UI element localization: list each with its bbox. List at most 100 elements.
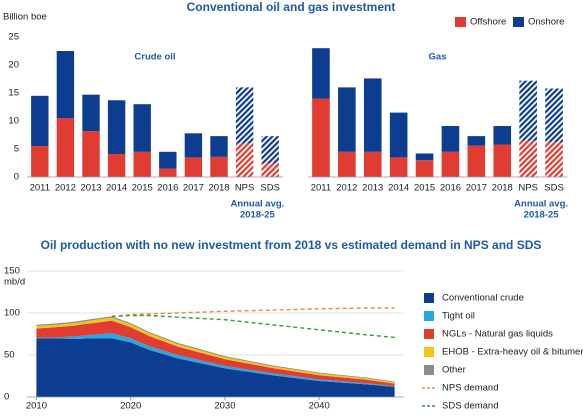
bar-segment [338, 151, 356, 177]
x-tick-label: 2015 [132, 183, 153, 194]
bar-segment [493, 126, 512, 145]
y-tick-label: 50 [4, 350, 15, 361]
bar-segment [441, 151, 460, 177]
x-tick-label: 2017 [466, 183, 487, 194]
bar-segment [389, 157, 408, 177]
x-tick-label: 2016 [157, 183, 178, 194]
y-tick-label: 0 [14, 172, 19, 183]
bar-segment [56, 51, 75, 119]
panel-title: Crude oil [134, 52, 175, 63]
x-tick-label: 2012 [336, 183, 357, 194]
bar-segment [56, 118, 75, 177]
y-tick-label: 100 [4, 308, 20, 319]
x-tick-label: 2018 [492, 183, 513, 194]
legend-swatch [455, 17, 466, 27]
bar-segment [389, 112, 408, 158]
x-tick-label: 2016 [440, 183, 461, 194]
bar-segment [519, 80, 537, 141]
legend-label: Other [442, 365, 466, 376]
legend-swatch [424, 347, 434, 357]
x-tick-label: SDS [260, 183, 280, 194]
x-tick-label: 2011 [30, 183, 50, 194]
legend-label: Tight oil [442, 311, 475, 322]
bar-segment [261, 136, 279, 163]
y-tick-label: 25 [8, 32, 19, 43]
legend-label: NPS demand [442, 383, 499, 394]
bar-segment [82, 131, 100, 177]
x-tick-label: 2014 [106, 183, 127, 194]
y-tick-label: 10 [8, 116, 19, 127]
y-tick-label: 150 [4, 266, 20, 277]
bar-segment [312, 98, 330, 177]
y-tick-label: 5 [14, 144, 19, 155]
legend-swatch [424, 329, 434, 339]
chart-title: Oil production with no new investment fr… [41, 238, 542, 252]
x-tick-label: 2013 [80, 183, 101, 194]
legend-swatch [424, 293, 434, 303]
bar-segment [31, 95, 49, 147]
x-tick-label: 2012 [55, 183, 76, 194]
demand-line [111, 307, 395, 318]
bar-segment [184, 157, 203, 177]
bar-segment [519, 140, 537, 177]
y-axis-label: mb/d [4, 277, 25, 288]
area [36, 320, 395, 387]
legend-swatch [424, 365, 434, 375]
legend-label: Onshore [528, 17, 564, 28]
bar-segment [159, 151, 177, 169]
x-tick-label: 2011 [311, 183, 331, 194]
y-tick-label: 0 [4, 392, 9, 403]
x-tick-label: NPS [235, 183, 255, 194]
bar-segment [493, 144, 512, 177]
bar-segment [467, 136, 486, 146]
bar-segment [415, 160, 434, 177]
y-tick-label: 15 [8, 88, 19, 99]
legend-label: EHOB - Extra-heavy oil & bitumen [442, 347, 583, 358]
x-tick-label: SDS [544, 183, 564, 194]
bar-segment [133, 104, 151, 152]
y-axis-label: Billion boe [3, 12, 47, 23]
bar-segment [31, 146, 49, 177]
bar-segment [159, 168, 177, 177]
bar-segment [363, 78, 382, 152]
bar-segment [107, 100, 126, 155]
x-tick-label: 2040 [309, 401, 330, 412]
bar-segment [184, 133, 203, 158]
bar-segment [235, 87, 254, 144]
panel-title: Gas [429, 52, 447, 63]
x-tick-label: 2013 [362, 183, 383, 194]
x-tick-label: 2017 [183, 183, 204, 194]
annotation: 2018-25 [524, 210, 560, 221]
bar-segment [235, 143, 254, 177]
bar-segment [210, 156, 228, 177]
bar-segment [415, 153, 434, 161]
bar-segment [545, 142, 563, 177]
area [36, 333, 395, 387]
section-title: Conventional oil and gas investment [187, 0, 396, 14]
legend-label: Offshore [470, 17, 506, 28]
bar-segment [210, 136, 228, 157]
legend-swatch [513, 17, 524, 27]
demand-line [111, 314, 395, 339]
x-tick-label: 2020 [120, 401, 141, 412]
x-tick-label: 2015 [414, 183, 435, 194]
area [36, 317, 395, 384]
annotation: 2018-25 [240, 210, 276, 221]
x-tick-label: NPS [518, 183, 538, 194]
y-tick-label: 20 [8, 60, 19, 71]
legend-swatch [424, 311, 434, 321]
bar-segment [107, 154, 126, 177]
area [36, 338, 395, 397]
legend-label: Conventional crude [442, 293, 524, 304]
bar-segment [133, 151, 151, 177]
bar-segment [363, 151, 382, 177]
bar-segment [261, 163, 279, 177]
x-tick-label: 2010 [26, 401, 47, 412]
legend-label: NGLs - Natural gas liquids [442, 329, 553, 340]
bar-segment [545, 88, 563, 143]
bar-segment [312, 48, 330, 99]
x-tick-label: 2014 [388, 183, 409, 194]
annotation: Annual avg. [514, 199, 568, 210]
